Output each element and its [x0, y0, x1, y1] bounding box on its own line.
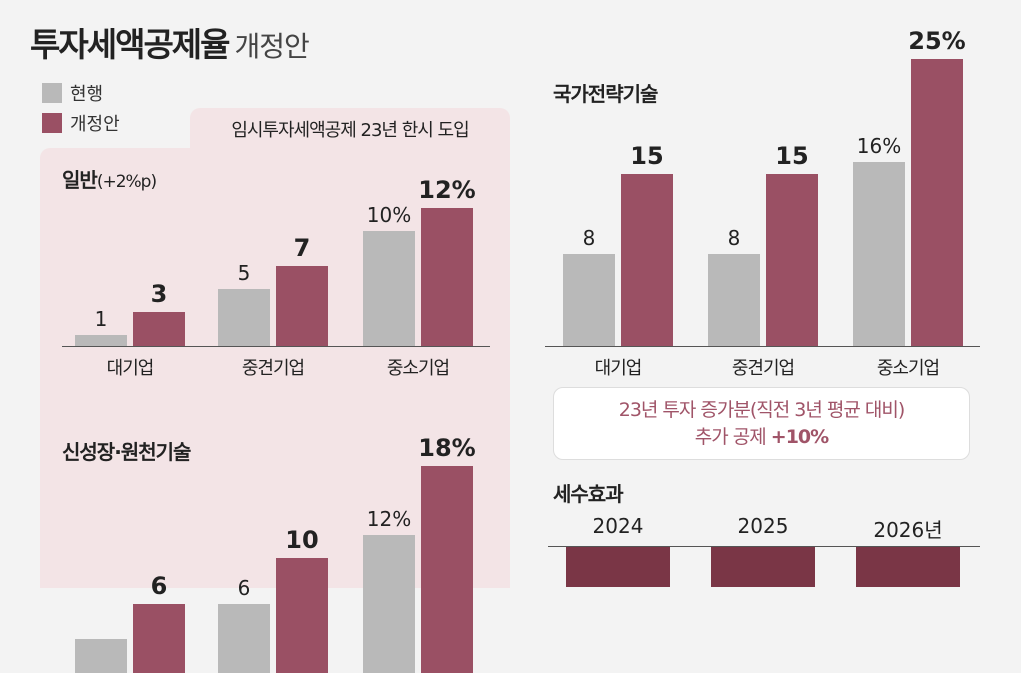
data-label: 25%	[897, 27, 977, 55]
data-label: 3	[119, 280, 199, 308]
bar-proposed	[421, 208, 473, 346]
chart-title-newgrowth: 신성장·원천기술	[62, 436, 190, 465]
note-line1: 23년 투자 증가분(직전 3년 평균 대비)	[554, 397, 969, 424]
bar-proposed	[911, 59, 963, 347]
data-label: 12%	[407, 176, 487, 204]
additional-credit-note: 23년 투자 증가분(직전 3년 평균 대비) 추가 공제 +10%	[553, 387, 970, 460]
bar-proposed	[276, 266, 328, 347]
category-label: 대기업	[60, 354, 200, 380]
year-label: 2026년	[838, 514, 978, 543]
chart-title-tax-effect: 세수효과	[553, 478, 623, 507]
bar-current	[218, 604, 270, 673]
data-label: 8	[549, 226, 629, 250]
data-label: 18%	[407, 434, 487, 462]
bar-proposed	[766, 174, 818, 347]
temporary-credit-tag: 임시투자세액공제 23년 한시 도입	[190, 108, 510, 150]
data-label: 1	[61, 307, 141, 331]
bar-current	[75, 335, 127, 347]
bar-proposed	[133, 604, 185, 673]
bar-current	[363, 231, 415, 346]
category-label: 중견기업	[693, 354, 833, 380]
bar-current	[563, 254, 615, 346]
legend-current: 현행	[42, 80, 103, 106]
category-label: 중견기업	[203, 354, 343, 380]
bar-current	[75, 639, 127, 673]
legend-swatch-proposed	[42, 113, 62, 133]
bar-tax-effect	[566, 547, 670, 587]
data-label: 10	[262, 526, 342, 554]
bar-proposed	[421, 466, 473, 673]
data-label: 8	[694, 226, 774, 250]
data-label: 5	[204, 261, 284, 285]
chart-title-text: 일반	[62, 168, 97, 192]
chart-title-note: (+2%p)	[97, 172, 156, 192]
data-label: 12%	[349, 507, 429, 531]
baseline	[545, 346, 980, 347]
title-main: 투자세액공제율	[30, 25, 229, 64]
data-label: 16%	[839, 134, 919, 158]
bar-tax-effect	[711, 547, 815, 587]
data-label: 10%	[349, 203, 429, 227]
bar-proposed	[621, 174, 673, 347]
bar-tax-effect	[856, 547, 960, 587]
bar-current	[363, 535, 415, 673]
bar-current	[218, 289, 270, 347]
legend-swatch-current	[42, 83, 62, 103]
chart-title-general: 일반(+2%p)	[62, 164, 156, 193]
legend-label: 개정안	[70, 110, 120, 136]
data-label: 7	[262, 234, 342, 262]
category-label: 중소기업	[838, 354, 978, 380]
note-line2-bold: +10%	[771, 426, 828, 448]
bar-proposed	[133, 312, 185, 347]
legend-label: 현행	[70, 80, 103, 106]
bar-proposed	[276, 558, 328, 673]
year-label: 2025	[693, 514, 833, 538]
legend-proposed: 개정안	[42, 110, 120, 136]
data-label: 15	[752, 142, 832, 170]
title-sub: 개정안	[235, 30, 309, 63]
note-line2: 추가 공제	[695, 426, 771, 448]
category-label: 중소기업	[348, 354, 488, 380]
data-label: 6	[119, 572, 199, 600]
bar-current	[708, 254, 760, 346]
year-label: 2024	[548, 514, 688, 538]
chart-title-strategic: 국가전략기술	[553, 78, 657, 107]
category-label: 대기업	[548, 354, 688, 380]
bar-current	[853, 162, 905, 346]
data-label: 15	[607, 142, 687, 170]
baseline	[62, 346, 490, 347]
